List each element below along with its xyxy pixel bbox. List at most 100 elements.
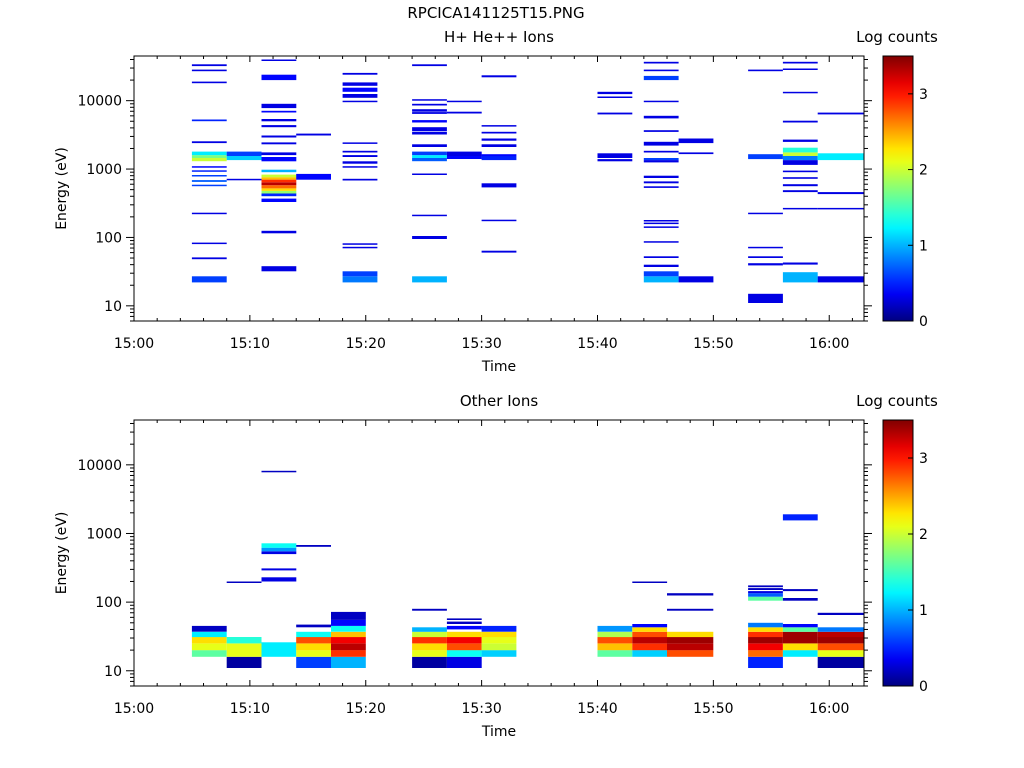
heatmap-cell [597, 643, 633, 651]
heatmap-cell [481, 154, 517, 157]
heatmap-cell [446, 621, 482, 624]
heatmap-cell [446, 151, 482, 156]
x-tick-label: 15:20 [346, 701, 386, 717]
heatmap-cell [748, 585, 783, 588]
heatmap-cell [342, 246, 378, 249]
heatmap-cell [667, 643, 714, 651]
heatmap-cell [331, 656, 366, 668]
heatmap-cell [261, 193, 297, 197]
heatmap-cell [597, 159, 633, 162]
heatmap-cell [446, 625, 482, 630]
y-axis-label: Energy (eV) [54, 512, 70, 595]
heatmap-cell [667, 650, 714, 657]
heatmap-cell [817, 112, 864, 115]
colorbar-tick-label: 2 [919, 527, 928, 543]
heatmap-cell [817, 192, 864, 195]
heatmap-cell [296, 650, 331, 657]
heatmap-cell [412, 236, 447, 239]
heatmap-cell [481, 650, 517, 657]
heatmap-cell [632, 627, 668, 632]
heatmap-cells [191, 470, 864, 668]
heatmap-cell [412, 173, 447, 175]
heatmap-cell [817, 631, 864, 638]
heatmap-cell [331, 643, 366, 651]
x-tick-label: 15:00 [114, 336, 154, 352]
spectrogram-panel-2: 15:00 15:10 15:20 15:30 15:40 15:50 16:0010100… [54, 392, 938, 740]
heatmap-cell [226, 643, 262, 657]
heatmap-cell [412, 608, 447, 611]
heatmap-cell [748, 263, 783, 266]
heatmap-cell [226, 656, 262, 668]
heatmap-cell [643, 271, 679, 277]
heatmap-cell [261, 179, 297, 183]
y-tick-label: 10000 [77, 94, 122, 110]
heatmap-cell [226, 156, 262, 161]
heatmap-cell [817, 656, 864, 668]
heatmap-cell [191, 155, 227, 158]
heatmap-cells [191, 59, 864, 303]
heatmap-cell [632, 624, 668, 628]
heatmap-cell [446, 650, 482, 657]
x-tick-label: 15:50 [693, 701, 733, 717]
heatmap-cell [632, 631, 668, 638]
heatmap-cell [782, 61, 818, 64]
heatmap-cell [782, 120, 818, 123]
heatmap-cell [412, 64, 447, 67]
heatmap-cell [191, 242, 227, 245]
heatmap-cell [748, 637, 783, 644]
x-tick-label: 15:10 [230, 336, 270, 352]
heatmap-cell [481, 144, 517, 147]
heatmap-cell [748, 246, 783, 249]
heatmap-cell [191, 119, 227, 122]
spectrogram-panel-1: 15:00 15:10 15:20 15:30 15:40 15:50 16:0010100… [54, 28, 938, 375]
heatmap-cell [261, 125, 297, 128]
heatmap-cell [342, 150, 378, 153]
heatmap-cell [296, 637, 331, 644]
heatmap-cell [412, 127, 447, 132]
heatmap-cell [412, 627, 447, 632]
heatmap-cell [412, 631, 447, 638]
heatmap-cell [191, 643, 227, 651]
heatmap-cell [342, 271, 378, 277]
heatmap-cell [191, 180, 227, 182]
heatmap-cell [643, 61, 679, 64]
heatmap-cell [782, 627, 818, 632]
heatmap-cell [261, 157, 297, 162]
heatmap-cell [296, 173, 331, 180]
heatmap-cell [446, 631, 482, 638]
heatmap-cell [412, 276, 447, 283]
heatmap-cell [643, 226, 679, 228]
heatmap-cell [261, 135, 297, 138]
heatmap-cell [782, 91, 818, 94]
heatmap-cell [748, 650, 783, 657]
heatmap-cell [331, 619, 366, 626]
heatmap-cell [261, 551, 297, 555]
heatmap-cell [643, 241, 679, 243]
heatmap-cell [678, 138, 714, 144]
heatmap-cell [481, 219, 517, 222]
heatmap-cell [782, 598, 818, 601]
heatmap-cell [643, 276, 679, 283]
heatmap-cell [191, 637, 227, 644]
heatmap-cell [782, 160, 818, 165]
heatmap-cell [342, 87, 378, 92]
heatmap-cell [342, 166, 378, 168]
heatmap-cell [643, 100, 679, 103]
heatmap-cell [191, 170, 227, 172]
heatmap-cell [412, 637, 447, 644]
heatmap-cell [632, 650, 668, 657]
heatmap-cell [597, 153, 633, 158]
heatmap-cell [678, 152, 714, 155]
heatmap-cell [597, 96, 633, 98]
heatmap-cell [412, 103, 447, 106]
heatmap-cell [643, 220, 679, 222]
heatmap-cell [748, 588, 783, 590]
heatmap-cell [782, 643, 818, 651]
colorbar: 0 1 2 3 Log counts [856, 28, 938, 330]
heatmap-cell [817, 153, 864, 161]
heatmap-cell [481, 625, 517, 632]
heatmap-cell [643, 264, 679, 267]
heatmap-cell [261, 185, 297, 189]
x-tick-label: 16:00 [809, 336, 849, 352]
